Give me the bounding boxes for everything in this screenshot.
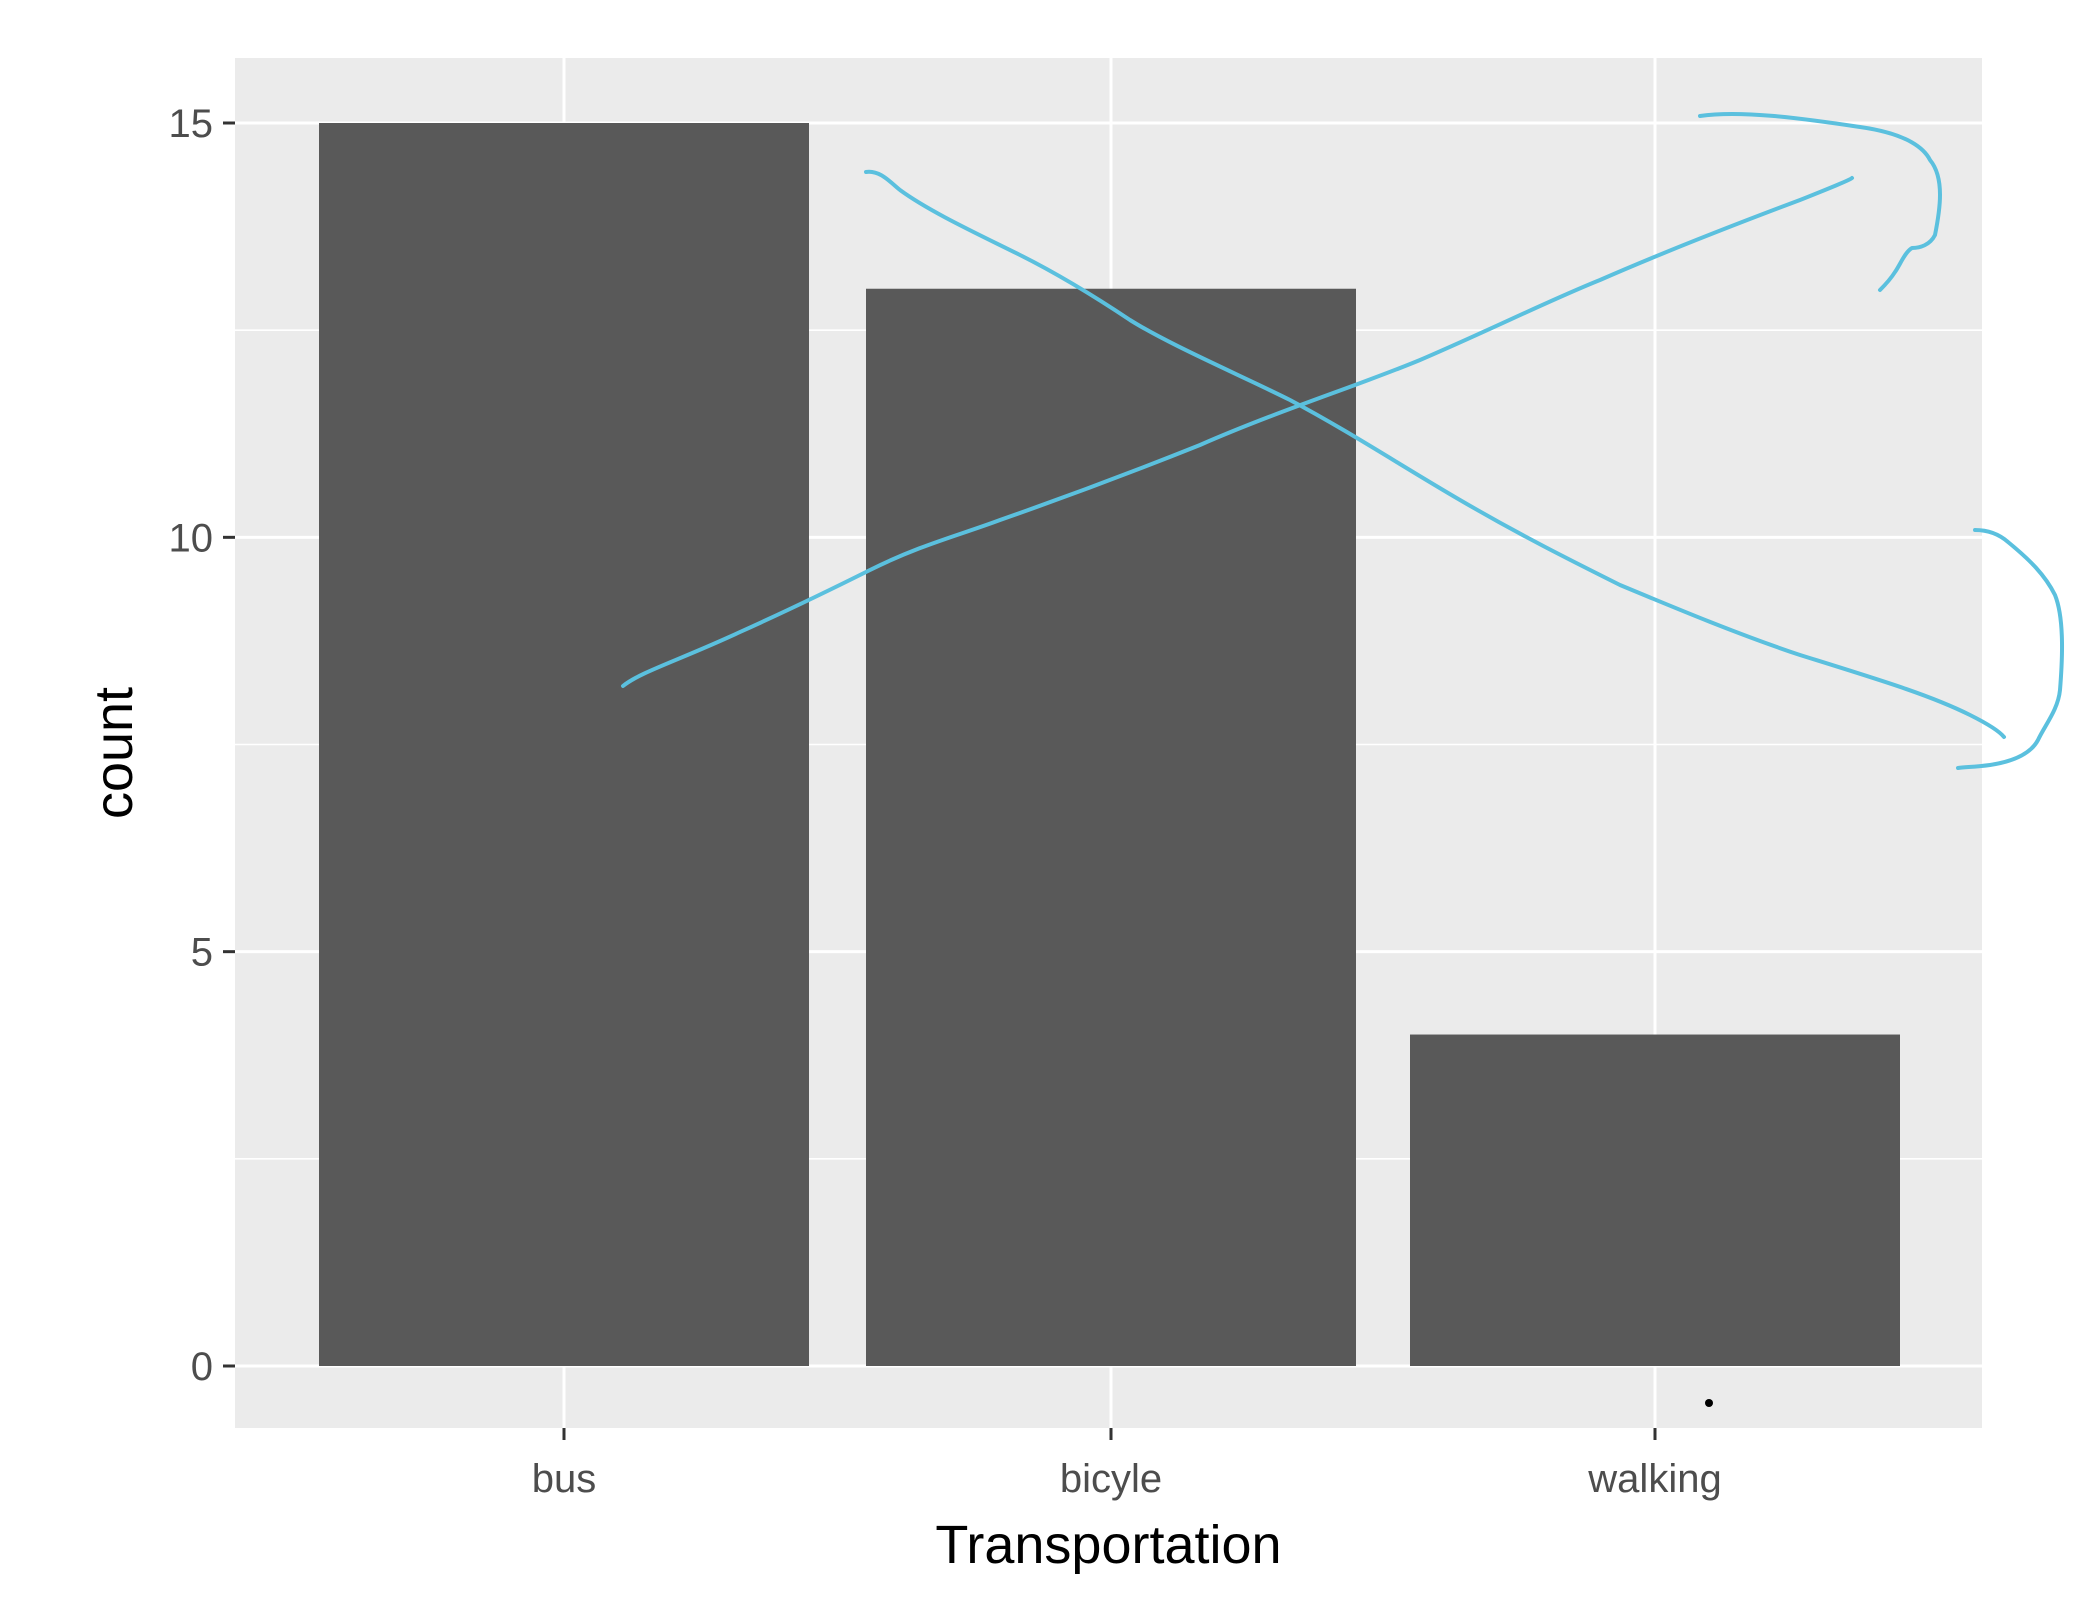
x-tick-label: walking — [1587, 1457, 1721, 1501]
annotation-rising-line — [621, 176, 1854, 688]
bar-bus — [319, 123, 809, 1366]
bars-group — [319, 123, 1900, 1366]
x-tick-label: bus — [532, 1457, 597, 1501]
y-tick-label: 15 — [169, 102, 214, 146]
y-axis-title: count — [84, 687, 144, 819]
x-tick-label: bicyle — [1060, 1457, 1162, 1501]
y-axis: 0 5 10 15 — [169, 102, 235, 1389]
bar-walking — [1410, 1034, 1900, 1366]
x-axis: bus bicyle walking — [532, 1428, 1722, 1501]
annotation-brace-middle — [1956, 528, 2064, 770]
x-axis-title: Transportation — [935, 1515, 1281, 1575]
y-tick-label: 10 — [169, 516, 214, 560]
annotation-dot — [1705, 1399, 1713, 1407]
y-tick-label: 0 — [191, 1345, 213, 1389]
annotation-falling-line — [864, 169, 2006, 739]
hand-drawn-annotations — [621, 111, 2064, 1407]
y-tick-label: 5 — [191, 931, 213, 975]
bar-bicyle — [866, 288, 1356, 1366]
annotation-brace-top — [1698, 111, 1942, 292]
